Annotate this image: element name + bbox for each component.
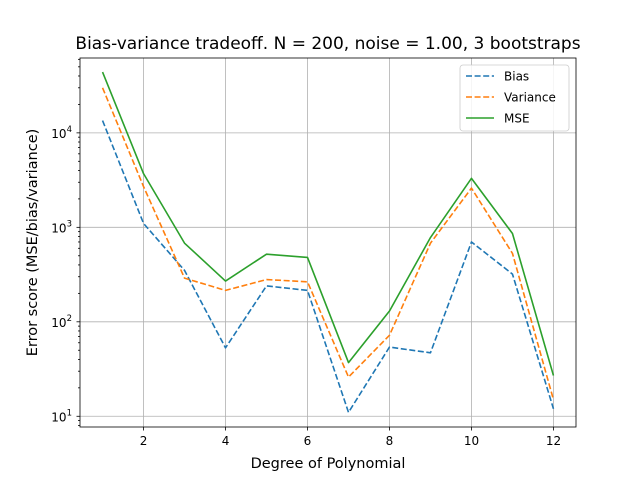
legend-label-variance: Variance — [504, 91, 556, 105]
legend: Bias Variance MSE — [459, 64, 570, 132]
legend-label-bias: Bias — [504, 70, 529, 84]
series-line-bias — [101, 120, 555, 414]
series-line-mse — [101, 71, 555, 376]
series-lines — [101, 71, 555, 414]
x-tick-label: 4 — [222, 434, 230, 448]
y-axis-label: Error score (MSE/bias/variance) — [25, 129, 41, 357]
y-axis-ticks: 101 102 103 104 — [51, 58, 80, 426]
x-tick-label: 8 — [386, 434, 394, 448]
y-tick-label: 101 — [51, 408, 72, 424]
x-axis-label: Degree of Polynomial — [251, 456, 406, 472]
series-line-variance — [101, 87, 555, 400]
chart-title: Bias-variance tradeoff. N = 200, noise =… — [75, 34, 580, 54]
legend-box — [459, 64, 570, 132]
plot-frame — [79, 57, 577, 428]
y-tick-label: 103 — [51, 219, 72, 235]
x-tick-label: 10 — [464, 434, 479, 448]
x-axis-ticks: 2 4 6 8 10 12 — [140, 427, 561, 448]
y-tick-label: 104 — [51, 125, 72, 141]
y-tick-label: 102 — [51, 314, 72, 330]
x-tick-label: 12 — [546, 434, 561, 448]
legend-label-mse: MSE — [504, 112, 530, 126]
x-tick-label: 2 — [140, 434, 148, 448]
x-tick-label: 6 — [304, 434, 312, 448]
